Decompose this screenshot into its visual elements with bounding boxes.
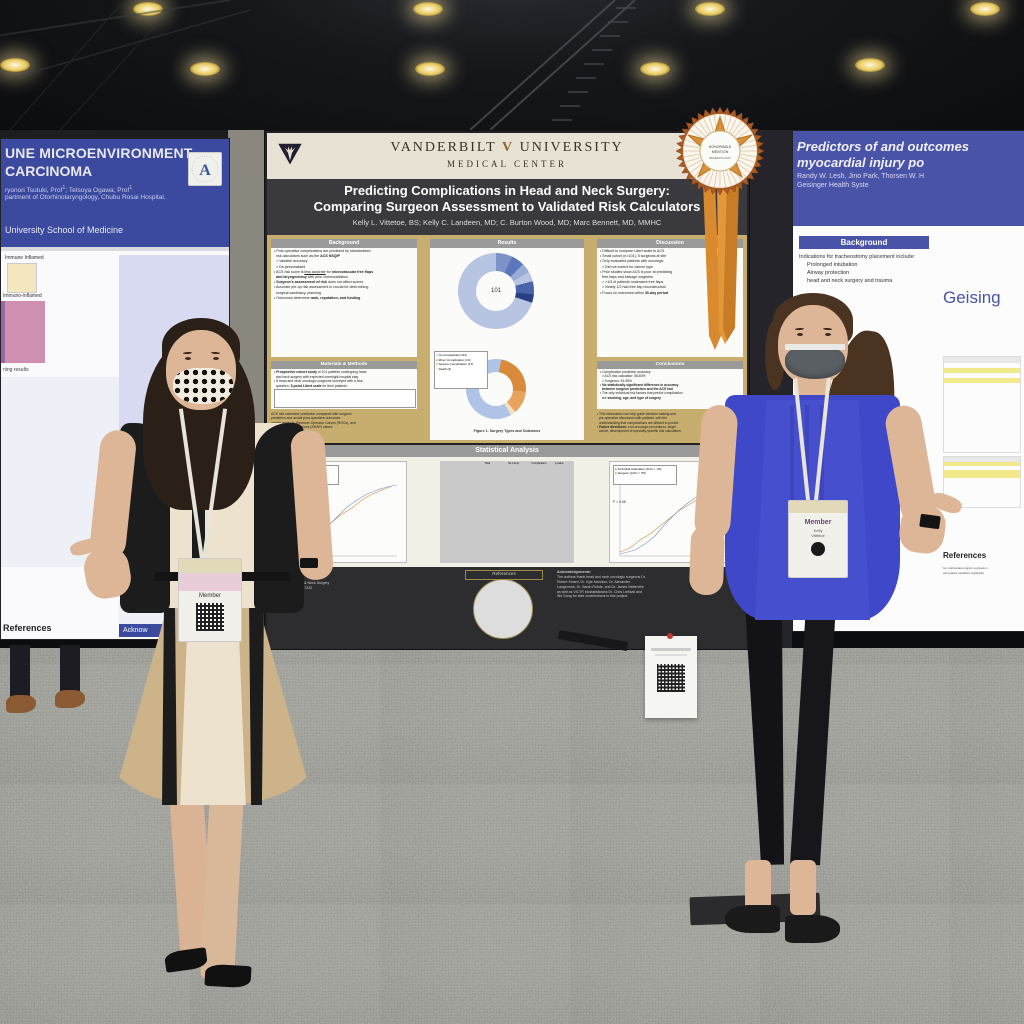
svg-text:MENTION: MENTION <box>712 150 729 154</box>
svg-text:RESEARCH DAY: RESEARCH DAY <box>709 156 731 160</box>
svg-text:HONORABLE: HONORABLE <box>709 145 732 149</box>
